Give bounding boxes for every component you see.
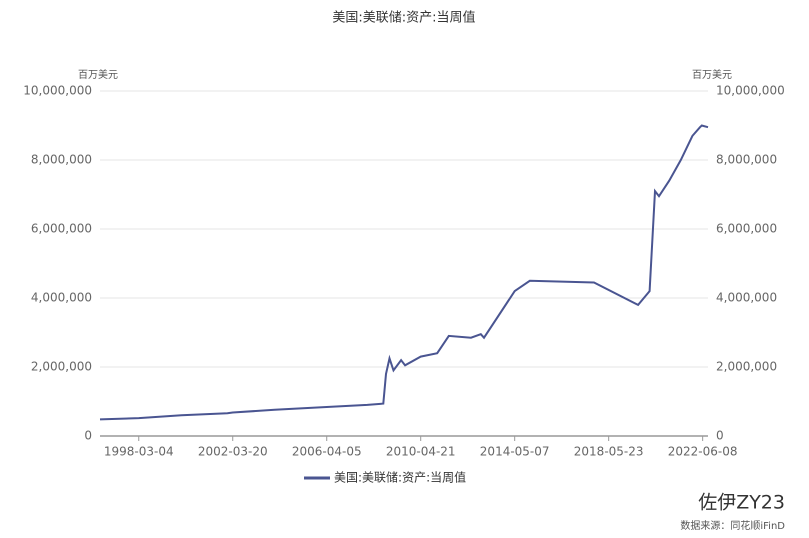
- x-tick-label: 2006-04-05: [292, 445, 362, 459]
- y2-tick-label: 8,000,000: [716, 153, 777, 167]
- y-tick-label: 2,000,000: [31, 360, 92, 374]
- y2-tick-label: 4,000,000: [716, 291, 777, 305]
- x-tick-label: 2002-03-20: [198, 445, 268, 459]
- y-tick-label: 10,000,000: [23, 84, 92, 98]
- x-tick-label: 2022-06-08: [668, 445, 738, 459]
- y-tick-label: 4,000,000: [31, 291, 92, 305]
- x-tick-label: 1998-03-04: [104, 445, 174, 459]
- y-tick-label: 0: [84, 429, 92, 443]
- watermark: 佐伊ZY23: [698, 492, 785, 514]
- x-tick-label: 2018-05-23: [574, 445, 644, 459]
- legend-label: 美国:美联储:资产:当周值: [334, 470, 466, 485]
- y2-tick-label: 0: [716, 429, 724, 443]
- x-tick-label: 2014-05-07: [480, 445, 550, 459]
- line: [99, 124, 709, 421]
- y2-unit: 百万美元: [692, 68, 732, 81]
- y2-tick-label: 2,000,000: [716, 360, 777, 374]
- y2-tick-label: 6,000,000: [716, 222, 777, 236]
- y2-tick-label: 10,000,000: [716, 84, 785, 98]
- source: 数据来源：同花顺iFinD: [680, 519, 785, 532]
- y-unit: 百万美元: [78, 68, 118, 81]
- x-tick-label: 2010-04-21: [386, 445, 456, 459]
- y-tick-label: 6,000,000: [31, 222, 92, 236]
- chart-title: 美国:美联储:资产:当周值: [332, 10, 475, 26]
- y-tick-label: 8,000,000: [31, 153, 92, 167]
